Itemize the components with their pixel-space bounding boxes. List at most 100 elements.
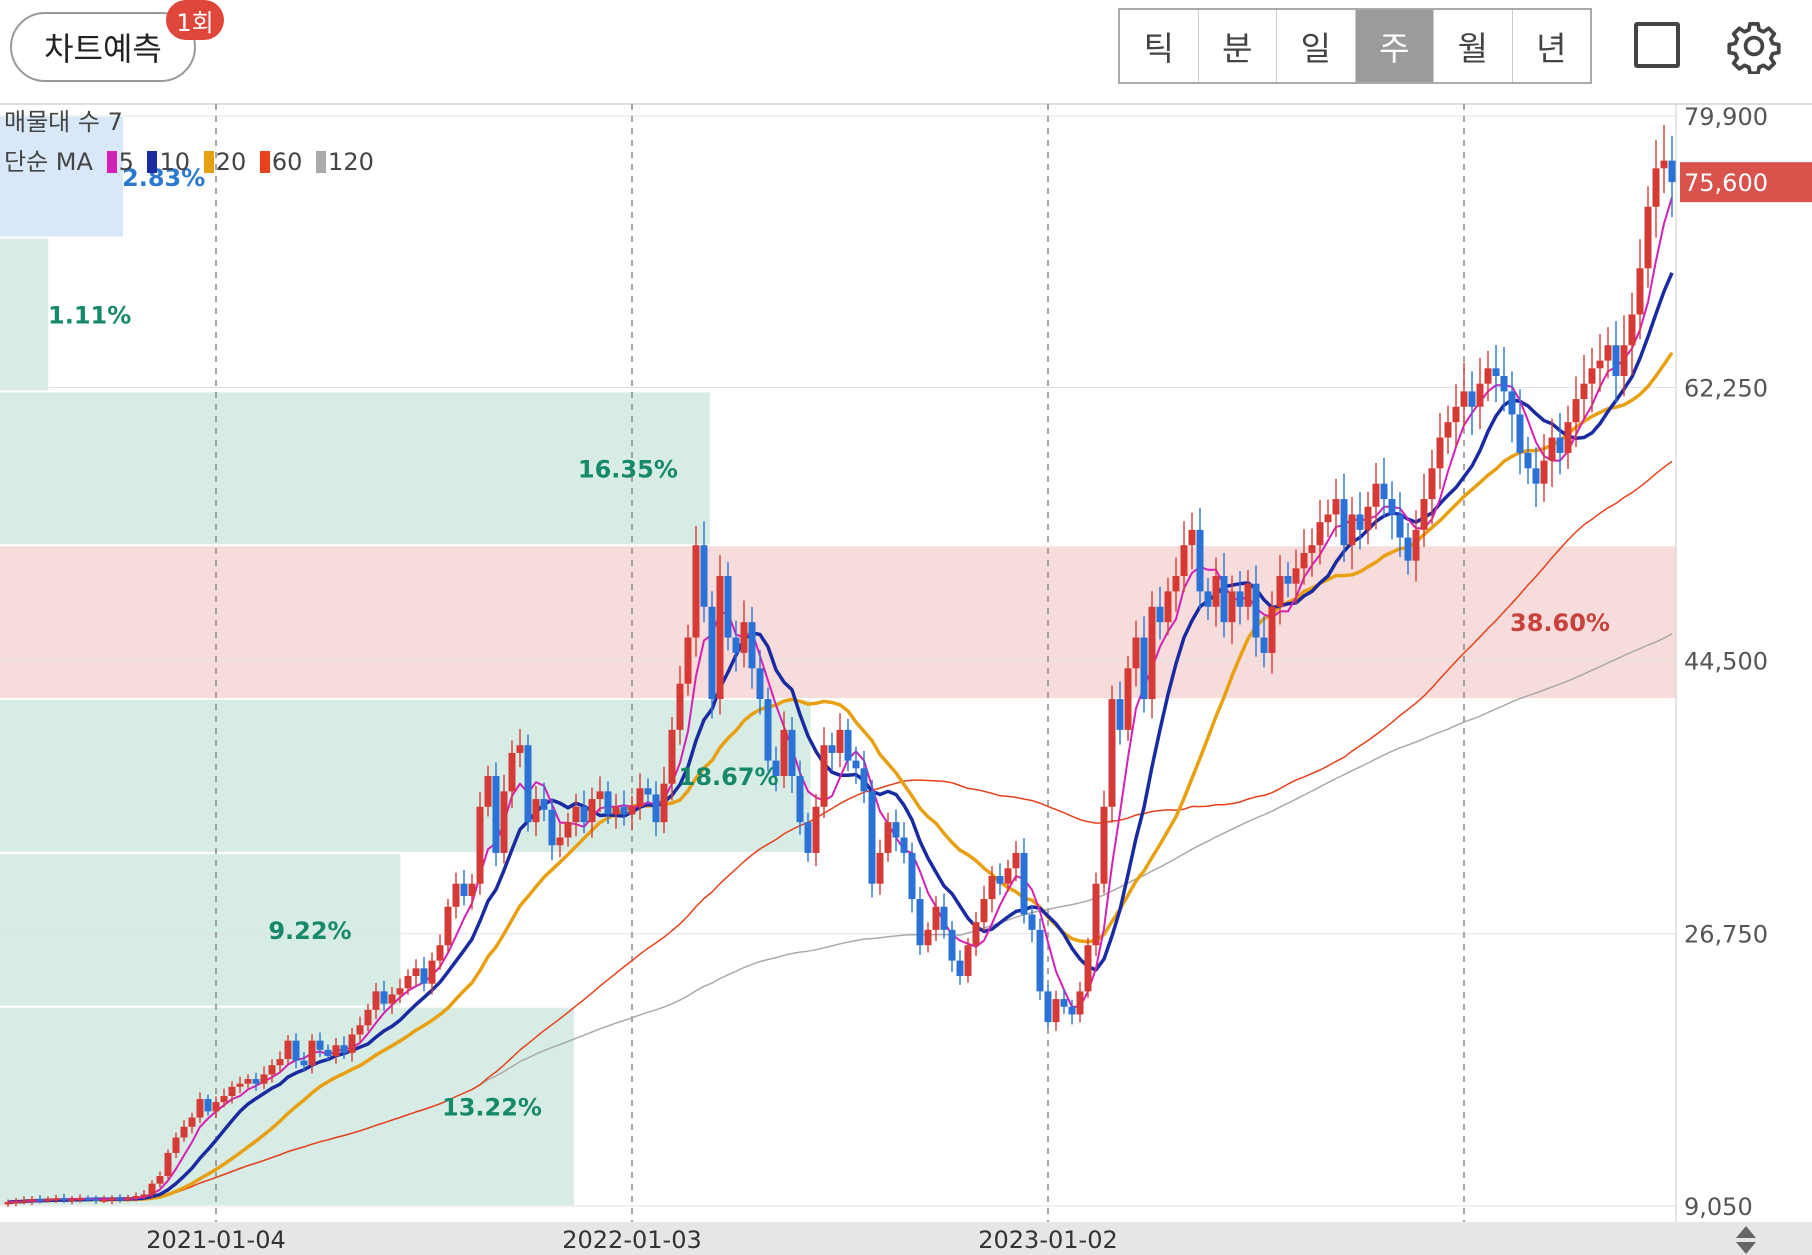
tab-day[interactable]: 일 xyxy=(1277,10,1356,82)
candle-body xyxy=(364,1009,372,1026)
ma120-label: 120 xyxy=(328,148,374,176)
candle-body xyxy=(1484,368,1492,384)
candle-body xyxy=(1572,399,1580,423)
tab-tick[interactable]: 틱 xyxy=(1120,10,1199,82)
candle-body xyxy=(1284,576,1292,584)
ma-legend-row: 단순 MA 5 10 20 60 120 xyxy=(4,142,374,182)
candle-body xyxy=(564,822,572,838)
candle-body xyxy=(836,729,844,753)
candle-body xyxy=(1660,160,1668,169)
ma10-label: 10 xyxy=(159,148,191,176)
candle-body xyxy=(972,922,980,946)
candle-body xyxy=(1380,483,1388,500)
candle-body xyxy=(404,976,412,989)
candle-body xyxy=(212,1102,220,1112)
candle-body xyxy=(1028,914,1036,930)
candle-body xyxy=(284,1040,292,1060)
candle-body xyxy=(548,809,556,846)
candle-body xyxy=(748,622,756,669)
candle-body xyxy=(860,768,868,792)
candle-body xyxy=(420,968,428,984)
chart-predict-button[interactable]: 차트예측 xyxy=(10,12,196,82)
candle-body xyxy=(332,1045,340,1056)
x-tick-label-1: 2022-01-03 xyxy=(562,1226,701,1254)
candle-body xyxy=(708,606,716,700)
candle-body xyxy=(28,1199,36,1202)
candle-body xyxy=(1492,368,1500,376)
candle-body xyxy=(884,822,892,853)
candle-body xyxy=(68,1199,76,1202)
chart-toolbar: 차트예측 1회 틱 분 일 주 월 년 xyxy=(0,0,1812,100)
ma20-line xyxy=(7,351,1674,1204)
candle-body xyxy=(316,1040,324,1050)
tab-week[interactable]: 주 xyxy=(1355,10,1434,82)
candle-body xyxy=(1652,168,1660,207)
candle-body xyxy=(1452,406,1460,423)
y-tick-label-2: 44,500 xyxy=(1684,648,1768,676)
candle-body xyxy=(628,806,636,815)
tab-month[interactable]: 월 xyxy=(1434,10,1513,82)
y-tick-label-0: 79,900 xyxy=(1684,103,1768,131)
ma60-line xyxy=(7,460,1673,1203)
candle-body xyxy=(348,1034,356,1053)
ma60-label: 60 xyxy=(271,148,303,176)
candle-body xyxy=(900,837,908,853)
candle-body xyxy=(292,1040,300,1061)
candle-body xyxy=(572,806,580,823)
volume-profile-label-6: 13.22% xyxy=(442,1093,542,1121)
candle-body xyxy=(1524,452,1532,469)
candle-body xyxy=(1460,391,1468,407)
candle-body xyxy=(1140,637,1148,700)
candle-body xyxy=(76,1198,84,1201)
candle-body xyxy=(1204,591,1212,607)
candle-body xyxy=(1412,529,1420,561)
candle-body xyxy=(340,1045,348,1053)
candle-body xyxy=(1012,852,1020,869)
gear-icon[interactable] xyxy=(1726,18,1782,74)
candle-body xyxy=(1356,514,1364,530)
candle-body xyxy=(1596,360,1604,369)
fullscreen-square-icon[interactable] xyxy=(1634,22,1680,68)
candle-body xyxy=(948,929,956,961)
volume-profile-label-1: 1.11% xyxy=(48,301,131,329)
candle-body xyxy=(524,745,532,823)
candlestick-chart[interactable]: 2.83% 1.11% 16.35% 38.60% 18.67% 9.22% 13.22% 7… xyxy=(0,100,1812,1255)
volume-profile-label-2: 16.35% xyxy=(578,455,678,483)
candle-body xyxy=(452,883,460,907)
candle-body xyxy=(1076,991,1084,1015)
candle-body xyxy=(1668,160,1676,183)
candle-body xyxy=(1428,468,1436,500)
candle-body xyxy=(580,806,588,823)
x-axis-band xyxy=(0,1222,1812,1255)
candle-body xyxy=(764,699,772,761)
tab-year[interactable]: 년 xyxy=(1536,29,1567,68)
candle-body xyxy=(1252,583,1260,638)
candle-body xyxy=(1540,460,1548,484)
candle-body xyxy=(276,1059,284,1066)
candle-body xyxy=(652,794,660,823)
candle-body xyxy=(148,1183,156,1195)
candle-body xyxy=(828,745,836,753)
scroll-down-arrow-icon[interactable] xyxy=(1736,1242,1756,1254)
scroll-up-arrow-icon[interactable] xyxy=(1736,1226,1756,1238)
candle-body xyxy=(12,1201,20,1204)
candle-body xyxy=(1372,483,1380,507)
candle-body xyxy=(596,791,604,800)
candle-body xyxy=(1476,383,1484,407)
candle-body xyxy=(1364,506,1372,530)
candle-body xyxy=(1620,345,1628,376)
candle-body xyxy=(636,788,644,807)
candle-body xyxy=(1228,591,1236,623)
candle-body xyxy=(1388,499,1396,515)
candle-body xyxy=(1276,576,1284,607)
candle-body xyxy=(204,1099,212,1112)
candle-body xyxy=(1644,206,1652,269)
candle-body xyxy=(1324,514,1332,523)
candle-body xyxy=(1236,591,1244,607)
candle-body xyxy=(644,788,652,795)
candle-body xyxy=(796,776,804,823)
candle-body xyxy=(172,1137,180,1153)
tab-minute[interactable]: 분 xyxy=(1199,10,1277,82)
candle-body xyxy=(940,906,948,930)
candle-body xyxy=(716,576,724,700)
